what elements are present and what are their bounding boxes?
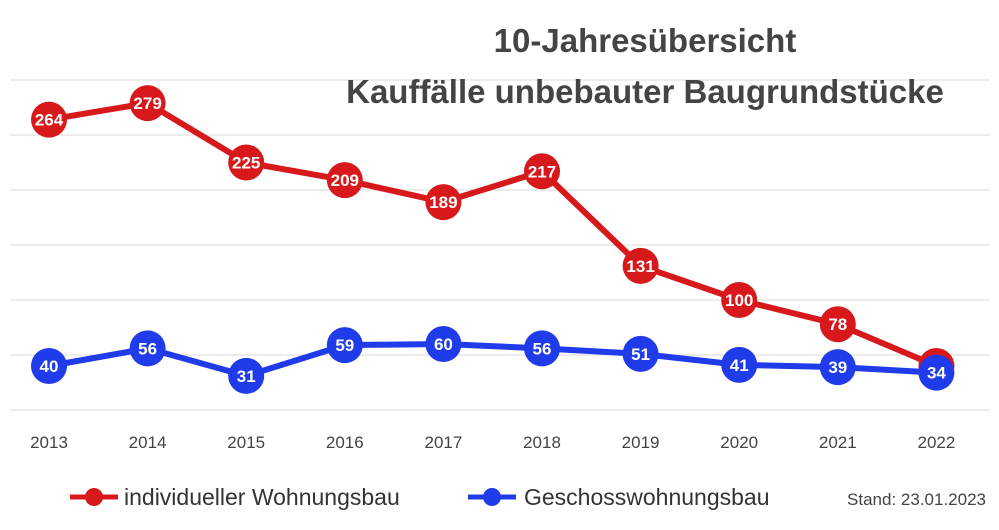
x-tick-label: 2014 (129, 433, 167, 452)
data-point-label: 40 (40, 357, 59, 376)
series-layer: 264 279 225 209 189 217 131 100 78 4040 56 31 59 60 56… (31, 85, 955, 394)
x-tick-label: 2015 (227, 433, 265, 452)
legend-label-individual: individueller Wohnungsbau (124, 484, 400, 510)
series-line (46, 341, 940, 379)
data-point-marker (721, 346, 758, 383)
series-geschoss: 40 56 31 59 60 56 51 41 39 34 (31, 326, 955, 394)
data-point-marker (31, 101, 67, 138)
data-point-label: 217 (528, 162, 556, 181)
data-point-marker (819, 306, 856, 343)
data-point-marker (524, 153, 560, 190)
series-line (46, 100, 940, 369)
data-point-marker (129, 330, 166, 367)
x-axis-tick-labels: 2013 2014 2015 2016 2017 2018 2019 2020 2021 2022 (30, 433, 955, 452)
data-point-marker (721, 282, 758, 318)
data-point-marker (524, 330, 560, 367)
data-point-label: 31 (237, 367, 256, 386)
data-point-marker (228, 357, 265, 394)
legend-item-geschoss: Geschosswohnungsbau (468, 484, 770, 510)
data-point-marker (622, 335, 659, 372)
data-point-marker (129, 85, 166, 122)
x-tick-label: 2017 (424, 433, 462, 452)
chart-title: 10-Jahresübersicht (494, 22, 797, 59)
data-point-label: 100 (725, 291, 753, 310)
data-point-label: 34 (927, 364, 946, 383)
data-point-label: 264 (35, 111, 64, 130)
data-point-marker (918, 354, 955, 391)
data-point-label: 279 (133, 94, 161, 113)
data-point-label: 131 (626, 257, 654, 276)
data-point-label: 41 (730, 356, 749, 375)
data-point-marker (425, 184, 462, 221)
x-tick-label: 2022 (917, 433, 955, 452)
data-point-label: 56 (533, 339, 552, 358)
data-point-label: 225 (232, 154, 260, 173)
data-point-label: 60 (434, 335, 453, 354)
data-point-marker (622, 247, 659, 284)
x-tick-label: 2013 (30, 433, 68, 452)
legend-marker-geschoss (483, 488, 501, 506)
data-point-marker (31, 348, 67, 384)
data-status-note: Stand: 23.01.2023 (847, 490, 986, 509)
x-tick-label: 2016 (326, 433, 364, 452)
data-point-marker (326, 162, 363, 199)
data-point-label: 78 (828, 315, 847, 334)
chart-title-block: 10-Jahresübersicht Kauffälle unbebauter … (346, 22, 944, 110)
x-tick-label: 2020 (720, 433, 758, 452)
legend: individueller Wohnungsbau Geschosswohnun… (70, 484, 770, 510)
data-point-label: 51 (631, 345, 650, 364)
chart-subtitle: Kauffälle unbebauter Baugrundstücke (346, 73, 944, 110)
data-point-label: 56 (138, 339, 157, 358)
data-point-label: 189 (429, 193, 457, 212)
data-point-marker (228, 144, 265, 181)
legend-item-individual: individueller Wohnungsbau (70, 484, 400, 510)
data-point-label: 209 (331, 171, 359, 190)
data-point-label: 39 (828, 358, 847, 377)
x-tick-label: 2021 (819, 433, 857, 452)
legend-label-geschoss: Geschosswohnungsbau (524, 484, 770, 510)
data-point-marker (326, 327, 363, 364)
legend-marker-individual (85, 488, 103, 506)
data-point-marker (425, 326, 462, 362)
x-tick-label: 2019 (622, 433, 660, 452)
x-tick-label: 2018 (523, 433, 561, 452)
series-individual: 264 279 225 209 189 217 131 100 78 40 (31, 85, 955, 384)
data-point-label: 59 (335, 336, 354, 355)
data-point-marker (819, 349, 856, 386)
